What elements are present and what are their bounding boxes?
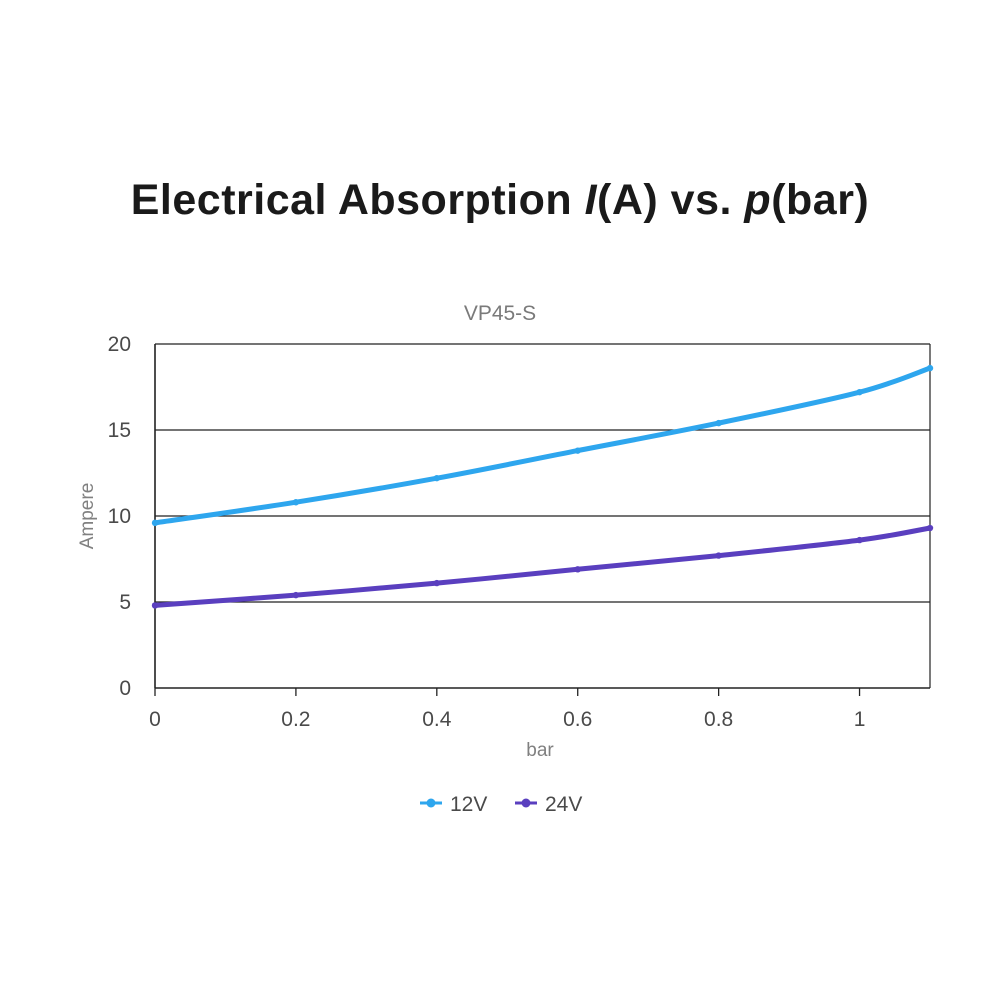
data-point-24V-4: [715, 552, 722, 559]
data-point-12V-4: [715, 419, 722, 427]
legend-swatch-marker-24V: [521, 798, 531, 808]
x-tick-label-3: 0.6: [563, 708, 592, 731]
title-part-3: (bar): [771, 176, 870, 224]
chart-subtitle: VP45-S: [464, 302, 536, 325]
data-point-24V-2: [433, 579, 441, 587]
data-point-12V-6: [926, 364, 934, 372]
y-axis-title: Ampere: [77, 483, 98, 550]
x-axis-title: bar: [526, 740, 554, 761]
chart-axes: [154, 344, 931, 689]
chart-series: [151, 364, 934, 609]
data-point-24V-0: [151, 602, 159, 609]
x-tick-label-5: 1: [854, 708, 866, 731]
legend-label-12V: 12V: [450, 793, 487, 816]
page-title: Electrical Absorption I(A) vs. p(bar): [0, 176, 1000, 225]
y-tick-label-4: 20: [108, 333, 131, 356]
title-part-1: Electrical Absorption: [130, 176, 585, 224]
x-tick-label-0: 0: [149, 708, 161, 731]
data-point-12V-0: [151, 519, 159, 527]
title-part-current-symbol: I: [584, 176, 598, 224]
y-tick-label-2: 10: [108, 505, 131, 528]
title-part-2: (A) vs.: [597, 176, 745, 224]
x-tick-label-4: 0.8: [704, 708, 733, 731]
x-tick-label-2: 0.4: [422, 708, 452, 731]
y-tick-label-0: 0: [119, 677, 131, 700]
chart-legend: 12V 24V: [420, 793, 582, 816]
x-tick-label-1: 0.2: [281, 708, 310, 731]
data-point-24V-3: [574, 566, 581, 573]
chart-ticks: 0 5 10 15 20 0 0.2 0.4 0.6 0.8 1: [108, 333, 866, 731]
legend-swatch-marker-12V: [426, 798, 436, 808]
data-point-24V-5: [856, 536, 863, 544]
data-point-24V-6: [926, 524, 934, 532]
data-point-24V-1: [292, 591, 300, 599]
series-line-12V: [152, 365, 933, 526]
chart-gridlines: [155, 343, 930, 603]
series-line-24V: [152, 525, 933, 608]
title-part-pressure-symbol: p: [744, 176, 772, 224]
legend-label-24V: 24V: [545, 793, 582, 816]
data-point-12V-5: [856, 388, 863, 396]
data-point-12V-2: [433, 474, 441, 482]
data-point-12V-3: [574, 447, 581, 454]
data-point-12V-1: [292, 499, 300, 506]
y-tick-label-1: 5: [119, 591, 131, 614]
y-tick-label-3: 15: [108, 419, 131, 442]
